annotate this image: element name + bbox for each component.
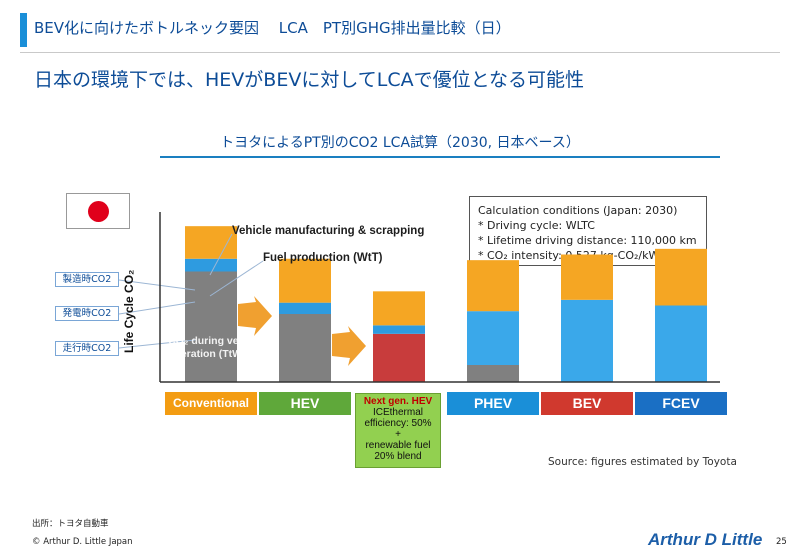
bar-segment-manufacturing [655,248,707,306]
chart-subtitle: トヨタによるPT別のCO2 LCA試算（2030, 日本ベース） [220,135,580,151]
category-label-hev: HEV [259,392,351,415]
condition-line: * Lifetime driving distance: 110,000 km [478,234,697,247]
category-label-fcev: FCEV [635,392,727,415]
next-gen-hev-line: renewable fuel [365,440,431,451]
footer-source: 出所：トヨタ自動車 [32,519,109,529]
annotation-operation: CO₂ during vehicle operation (TtW) [168,335,263,361]
bar-segment-operation [373,333,425,382]
legend-electricity-co2: 発電時CO2 [55,306,119,321]
legend-driving-co2: 走行時CO2 [55,341,119,356]
annotation-fuel-production: Fuel production (WtT) [263,252,383,264]
bar-segment-operation [279,314,331,382]
leader-electricity [118,301,196,315]
next-gen-hev-box: Next gen. HEV ICEthermal efficiency: 50%… [355,393,441,468]
next-gen-hev-line: + [395,429,401,440]
bar-segment-electricity [655,305,707,382]
leader-annotation-manufacturing [209,233,233,276]
company-logo: Arthur D Little [648,530,763,549]
category-label-bev: BEV [541,392,633,415]
bar-segment-manufacturing [561,254,613,300]
bar-group [185,226,707,382]
arrow-conventional-to-hev [238,296,272,336]
bar-segment-manufacturing [467,260,519,312]
leader-driving [118,339,196,349]
bar-segment-electricity [373,325,425,334]
annotation-operation-line: CO₂ during vehicle [168,335,263,347]
annotation-leaders [118,233,264,349]
y-axis-label: Life Cycle CO₂ [122,269,136,353]
subtitle-rule [160,156,720,158]
source-note: Source: figures estimated by Toyota [548,456,737,468]
bar-segment-operation [185,271,237,382]
arrow-hev-to-nextgen [332,326,366,366]
page-header-title: BEV化に向けたボトルネック要因 LCA PT別GHG排出量比較（日） [34,19,511,37]
annotation-operation-line: operation (TtW) [168,348,246,360]
bar-segment-electricity [561,299,613,382]
next-gen-hev-line: ICEthermal [372,407,423,418]
category-label-conventional: Conventional [165,392,257,415]
bar-segment-manufacturing [373,291,425,326]
leader-annotation-fuel [209,260,264,297]
leader-manufacturing [118,279,196,291]
next-gen-hev-line: efficiency: 50% [364,418,432,429]
legend-manufacturing-co2: 製造時CO2 [55,272,119,287]
condition-line: * Driving cycle: WLTC [478,219,595,232]
header-divider [20,52,780,53]
category-label-phev: PHEV [447,392,539,415]
bar-segment-electricity [467,311,519,365]
japan-flag-icon [66,193,130,229]
bar-segment-manufacturing [279,258,331,303]
next-gen-hev-title: Next gen. HEV [363,396,433,407]
bar-segment-electricity [279,302,331,314]
bar-segment-electricity [185,258,237,272]
bar-segment-operation [467,365,519,382]
headline: 日本の環境下では、HEVがBEVに対してLCAで優位となる可能性 [34,69,585,91]
bar-segment-manufacturing [185,226,237,259]
footer-copyright: © Arthur D. Little Japan [32,537,133,547]
annotation-manufacturing: Vehicle manufacturing & scrapping [232,225,425,237]
conditions-title: Calculation conditions (Japan: 2030) [478,204,678,217]
next-gen-hev-line: 20% blend [374,451,422,462]
header-accent-bar [20,13,27,47]
page-number: 25 [776,537,787,547]
